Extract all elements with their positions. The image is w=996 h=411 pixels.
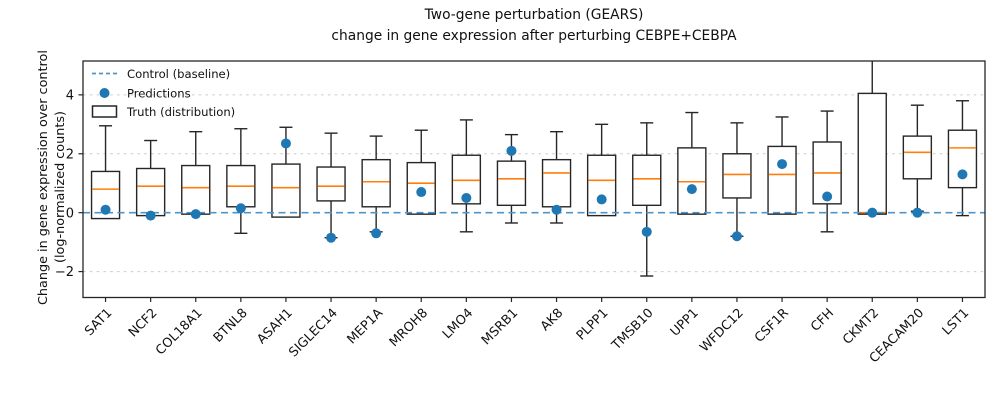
prediction-dot-CEACAM20 bbox=[912, 207, 923, 218]
iqr-box bbox=[767, 145, 797, 215]
box-UPP1 bbox=[677, 111, 707, 215]
x-tick-label-LMO4: LMO4 bbox=[440, 306, 476, 342]
x-tick-label-AK8: AK8 bbox=[538, 306, 566, 334]
x-tick-label-NCF2: NCF2 bbox=[126, 306, 161, 341]
box-COL18A1 bbox=[181, 130, 211, 215]
prediction-dot-LST1 bbox=[957, 169, 968, 180]
prediction-dot-LMO4 bbox=[461, 192, 472, 203]
x-tick-label-BTNL8: BTNL8 bbox=[211, 306, 251, 346]
prediction-dot-NCF2 bbox=[145, 210, 156, 221]
legend: Control (baseline) Predictions Truth (dist… bbox=[91, 67, 235, 119]
x-tick-label-CFH: CFH bbox=[808, 306, 837, 335]
legend-label-3: Truth (distribution) bbox=[126, 105, 235, 119]
x-tick-label-PLPP1: PLPP1 bbox=[574, 306, 612, 344]
chart-title: Two-gene perturbation (GEARS) change in … bbox=[83, 5, 985, 47]
prediction-dot-SIGLEC14 bbox=[326, 232, 337, 243]
x-tick-label-MSRB1: MSRB1 bbox=[479, 306, 521, 348]
iqr-box bbox=[181, 164, 211, 215]
chart-title-line2: change in gene expression after perturbi… bbox=[331, 28, 737, 44]
y-tick-label--2: −2 bbox=[55, 265, 74, 280]
iqr-box bbox=[135, 167, 166, 217]
prediction-dot-WFDC12 bbox=[731, 231, 742, 242]
prediction-dot-CKMT2 bbox=[867, 207, 878, 218]
prediction-dot-CFH bbox=[822, 191, 833, 202]
legend-dot-marker bbox=[99, 88, 110, 98]
box-CEACAM20 bbox=[902, 104, 933, 212]
box-CFH bbox=[812, 110, 842, 233]
y-axis-label-line1: Change in gene expression over control bbox=[36, 50, 51, 305]
iqr-box bbox=[902, 135, 933, 180]
legend-label-1: Control (baseline) bbox=[127, 67, 230, 81]
box-TMSB10 bbox=[632, 122, 662, 277]
box-MSRB1 bbox=[496, 133, 527, 224]
y-axis-label-line2: (log-normalized counts) bbox=[53, 110, 68, 264]
iqr-box bbox=[857, 92, 887, 215]
box-BTNL8 bbox=[226, 128, 256, 234]
prediction-dot-ASAH1 bbox=[280, 138, 291, 149]
prediction-dot-BTNL8 bbox=[235, 203, 246, 214]
box-MEP1A bbox=[361, 135, 391, 233]
box-SAT1 bbox=[90, 125, 121, 220]
x-tick-label-CSF1R: CSF1R bbox=[752, 306, 792, 346]
iqr-box bbox=[722, 153, 752, 199]
box-CSF1R bbox=[767, 116, 797, 215]
iqr-box bbox=[586, 154, 617, 217]
prediction-dot-TMSB10 bbox=[641, 226, 652, 237]
box-MROH8 bbox=[406, 129, 436, 215]
box-PLPP1 bbox=[586, 123, 617, 217]
legend-box-marker bbox=[91, 105, 118, 118]
x-tick-label-WFDC12: WFDC12 bbox=[697, 306, 747, 356]
prediction-dot-PLPP1 bbox=[596, 194, 607, 205]
x-tick-label-SAT1: SAT1 bbox=[82, 306, 115, 339]
y-tick-label-0: 0 bbox=[66, 206, 74, 221]
box-LMO4 bbox=[451, 119, 482, 233]
x-tick-label-UPP1: UPP1 bbox=[668, 306, 702, 340]
iqr-box bbox=[947, 129, 978, 189]
iqr-box bbox=[541, 158, 572, 208]
x-tick-label-MROH8: MROH8 bbox=[387, 306, 431, 350]
x-tick-label-SIGLEC14: SIGLEC14 bbox=[286, 306, 341, 361]
prediction-dot-UPP1 bbox=[686, 184, 697, 195]
x-tick-label-MEP1A: MEP1A bbox=[344, 306, 386, 348]
y-tick-label-2: 2 bbox=[66, 147, 74, 162]
x-tick-label-CKMT2: CKMT2 bbox=[840, 306, 882, 348]
iqr-box bbox=[271, 163, 301, 218]
y-tick-label-4: 4 bbox=[66, 88, 74, 103]
prediction-dot-AK8 bbox=[551, 204, 562, 215]
x-tick-label-TMSB10: TMSB10 bbox=[608, 306, 656, 354]
prediction-dot-COL18A1 bbox=[190, 209, 201, 220]
chart-title-line1: Two-gene perturbation (GEARS) bbox=[424, 7, 644, 23]
prediction-dot-MROH8 bbox=[416, 187, 427, 198]
iqr-box bbox=[632, 154, 662, 207]
x-tick-label-ASAH1: ASAH1 bbox=[254, 306, 295, 347]
box-SIGLEC14 bbox=[316, 132, 346, 239]
legend-label-2: Predictions bbox=[127, 86, 191, 100]
prediction-dot-MEP1A bbox=[371, 228, 382, 239]
iqr-box bbox=[496, 160, 527, 207]
prediction-dot-SAT1 bbox=[100, 204, 111, 215]
x-tick-label-COL18A1: COL18A1 bbox=[153, 306, 206, 359]
prediction-dot-CSF1R bbox=[777, 159, 788, 170]
y-axis-label: Change in gene expression over control (… bbox=[35, 50, 69, 305]
x-tick-label-LST1: LST1 bbox=[940, 306, 973, 339]
iqr-box bbox=[316, 166, 346, 202]
box-ASAH1 bbox=[271, 126, 301, 218]
box-CKMT2 bbox=[857, 61, 887, 215]
box-LST1 bbox=[947, 100, 978, 217]
prediction-dot-MSRB1 bbox=[506, 145, 517, 156]
box-WFDC12 bbox=[722, 122, 752, 237]
iqr-box bbox=[361, 158, 391, 208]
axes-spines bbox=[82, 60, 986, 299]
box-NCF2 bbox=[135, 139, 166, 217]
plot-area bbox=[83, 61, 985, 277]
